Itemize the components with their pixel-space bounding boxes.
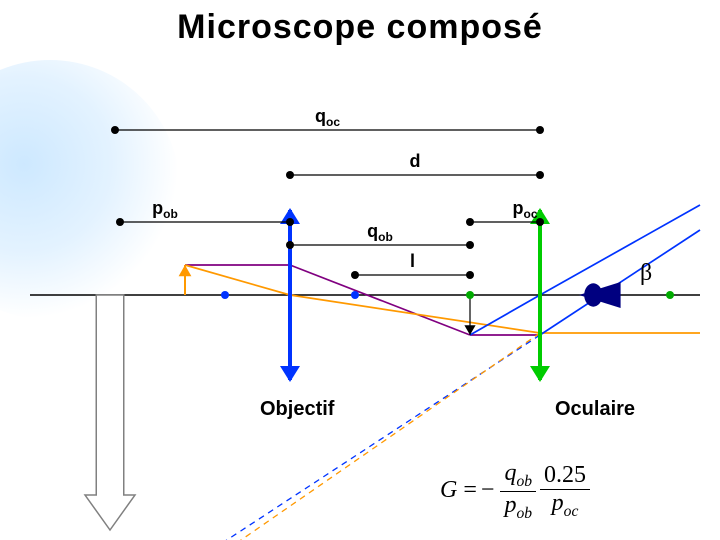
- dim-d-end1: [286, 171, 294, 179]
- formula-G: G: [440, 477, 457, 503]
- formula-eq: =: [463, 477, 477, 503]
- dim-pob-label: pob: [152, 198, 178, 221]
- diagram-stage: qoc d pob qob poc l β Objectif Oculaire: [0, 0, 720, 540]
- focal-point-1: [351, 291, 359, 299]
- beta-label: β: [640, 260, 652, 286]
- dim-qoc-label: qoc: [315, 106, 340, 129]
- focal-point-0: [221, 291, 229, 299]
- dim-qob-label: qob: [367, 221, 393, 244]
- dim-l-end1: [351, 271, 359, 279]
- virtual-image-arrow: [85, 295, 135, 530]
- formula-frac1: qobpob: [500, 460, 536, 523]
- magnification-formula: G =−qobpob0.25poc: [440, 460, 592, 523]
- focal-point-2: [466, 291, 474, 299]
- oculaire-label: Oculaire: [555, 398, 635, 420]
- focal-point-3: [666, 291, 674, 299]
- dim-pob-end1: [116, 218, 124, 226]
- dim-qob-end1: [286, 241, 294, 249]
- dim-d-label: d: [410, 151, 421, 171]
- dim-pob-end2: [286, 218, 294, 226]
- dim-l-end2: [466, 271, 474, 279]
- dim-qoc-end1: [111, 126, 119, 134]
- formula-minus: −: [477, 477, 499, 503]
- dim-poc-label: poc: [512, 198, 537, 221]
- dim-l-label: l: [410, 251, 415, 271]
- dim-poc-end1: [466, 218, 474, 226]
- ray-4: [290, 295, 540, 333]
- objective-lens-head-bot: [280, 366, 300, 382]
- ray-3: [185, 265, 290, 295]
- dim-qoc-end2: [536, 126, 544, 134]
- ray-7: [470, 295, 540, 335]
- dim-d-end2: [536, 171, 544, 179]
- eye-lens-icon: [584, 283, 602, 306]
- dim-qob-end2: [466, 241, 474, 249]
- formula-frac2: 0.25poc: [540, 462, 590, 521]
- objectif-label: Objectif: [260, 398, 335, 420]
- ocular-lens-head-bot: [530, 366, 550, 382]
